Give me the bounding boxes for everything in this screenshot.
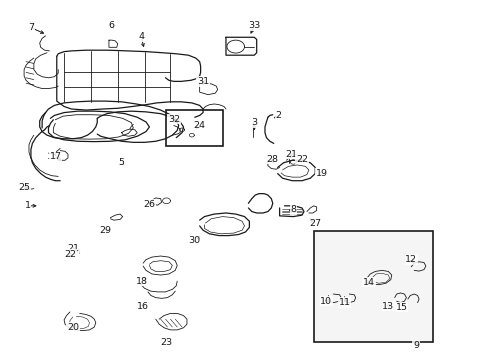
Bar — [313, 231, 432, 342]
Text: 1: 1 — [24, 201, 30, 210]
Text: 25: 25 — [18, 183, 30, 192]
Text: 3: 3 — [251, 118, 257, 127]
Text: 24: 24 — [193, 121, 205, 130]
Text: 6: 6 — [109, 21, 115, 30]
Text: 28: 28 — [266, 155, 278, 164]
Text: 20: 20 — [67, 323, 79, 332]
Text: 18: 18 — [136, 276, 148, 285]
Text: 27: 27 — [308, 219, 321, 228]
Text: 13: 13 — [382, 302, 394, 311]
Text: 15: 15 — [395, 303, 407, 312]
Text: 19: 19 — [315, 169, 327, 178]
Text: 4: 4 — [138, 32, 144, 41]
Text: 17: 17 — [50, 152, 61, 161]
Text: 16: 16 — [137, 302, 149, 311]
Text: 26: 26 — [143, 200, 155, 209]
Text: 21: 21 — [284, 150, 296, 159]
Text: 30: 30 — [188, 236, 201, 245]
Bar — [166, 110, 222, 146]
Text: 2: 2 — [275, 111, 281, 120]
Text: 33: 33 — [247, 21, 260, 30]
Text: 22: 22 — [64, 250, 76, 259]
Text: 29: 29 — [100, 226, 111, 235]
Text: 14: 14 — [362, 278, 374, 287]
Text: 10: 10 — [320, 297, 332, 306]
Text: 8: 8 — [290, 205, 296, 214]
Text: 21: 21 — [67, 244, 79, 253]
Text: 9: 9 — [412, 341, 418, 350]
Text: 31: 31 — [197, 77, 209, 86]
Text: 32: 32 — [167, 114, 180, 123]
Text: 5: 5 — [119, 158, 124, 167]
Text: 11: 11 — [338, 298, 350, 307]
Text: 22: 22 — [295, 155, 307, 164]
Text: 7: 7 — [28, 23, 34, 32]
Text: 23: 23 — [160, 338, 172, 347]
Text: 12: 12 — [405, 255, 416, 264]
